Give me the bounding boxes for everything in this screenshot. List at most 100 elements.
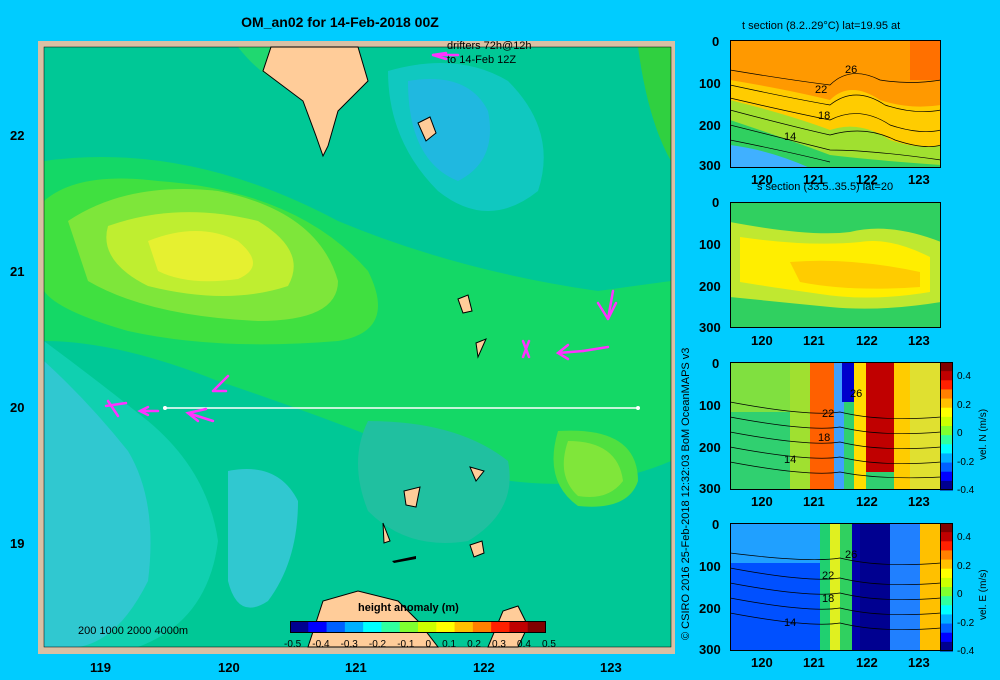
colorbar-swatch xyxy=(418,621,437,633)
colorbar-tick: -0.5 xyxy=(284,639,302,650)
panel-ytick: 0 xyxy=(712,195,720,210)
panel-xtick: 122 xyxy=(856,655,878,670)
velocity-north-section xyxy=(730,362,941,490)
cb-tick: 0.4 xyxy=(957,532,971,543)
colorbar-swatch xyxy=(940,380,953,390)
cb-tick: -0.4 xyxy=(957,646,975,657)
map-ytick: 20 xyxy=(10,400,25,415)
colorbar-swatch xyxy=(940,614,953,625)
map-ytick: 19 xyxy=(10,536,25,551)
cb-tick: 0 xyxy=(957,428,963,439)
panel-xtick: 120 xyxy=(751,494,773,509)
colorbar-swatch xyxy=(940,605,953,615)
colorbar-swatch xyxy=(940,371,953,381)
colorbar-tick: -0.2 xyxy=(368,639,387,650)
panel-ytick: 300 xyxy=(699,481,721,496)
panel-xtick: 123 xyxy=(908,172,930,187)
panel-ytick: 200 xyxy=(699,279,721,294)
map-area[interactable] xyxy=(38,41,675,654)
colorbar-swatch xyxy=(527,621,546,633)
contour-label: 26 xyxy=(850,388,863,400)
colorbar-swatch xyxy=(940,416,953,427)
panel-xtick: 121 xyxy=(803,655,825,670)
panel-xtick: 121 xyxy=(803,333,825,348)
colorbar-swatch xyxy=(940,444,953,454)
panel-ytick: 300 xyxy=(699,642,721,657)
colorbar-swatch xyxy=(436,621,456,633)
panel-ytick: 100 xyxy=(699,398,721,413)
map-ytick: 21 xyxy=(10,264,25,279)
cb-tick: 0.4 xyxy=(957,371,971,382)
colorbar-tick: 0 xyxy=(425,639,432,650)
colorbar-swatch xyxy=(344,621,364,633)
colorbar-tick: 0.5 xyxy=(541,639,556,650)
colorbar-swatch xyxy=(940,577,953,588)
drifters-legend-line1: drifters 72h@12h xyxy=(447,40,532,52)
contour-label: 22 xyxy=(815,84,828,96)
colorbar-swatch xyxy=(940,453,953,464)
panel-ytick: 0 xyxy=(712,517,720,532)
cb-tick: 0.2 xyxy=(957,561,971,572)
colorbar-swatch xyxy=(940,568,953,579)
contour-label: 18 xyxy=(818,432,831,444)
colorbar-swatch xyxy=(940,587,953,597)
cb-tick: -0.4 xyxy=(957,485,975,496)
panel-ytick: 200 xyxy=(699,118,721,133)
panel-xtick: 123 xyxy=(908,655,930,670)
colorbar-swatch xyxy=(940,407,953,418)
panel-ytick: 100 xyxy=(699,237,721,252)
cb-label-north: vel. N (m/s) xyxy=(978,408,989,460)
colorbar-tick: -0.4 xyxy=(312,639,330,650)
drifters-legend-line2: to 14-Feb 12Z xyxy=(447,54,517,66)
map-xtick: 122 xyxy=(473,660,495,675)
colorbar-swatch xyxy=(454,621,474,633)
cb-tick: 0 xyxy=(957,589,963,600)
contour-label: 22 xyxy=(822,570,835,582)
contour-label: 22 xyxy=(822,408,835,420)
colorbar-swatch xyxy=(940,596,953,606)
colorbar-swatch xyxy=(509,621,529,633)
colorbar-tick: 0.4 xyxy=(517,639,531,650)
height-anomaly-map xyxy=(43,46,672,648)
panel-ytick: 300 xyxy=(699,158,721,173)
colorbar-swatch xyxy=(940,532,953,542)
panel-ytick: 200 xyxy=(699,440,721,455)
map-title: OM_an02 for 14-Feb-2018 00Z xyxy=(241,14,439,30)
map-xtick: 119 xyxy=(90,660,111,675)
salinity-section xyxy=(730,202,941,328)
colorbar-swatch xyxy=(308,621,328,633)
contour-label: 18 xyxy=(818,110,831,122)
cb-tick: -0.2 xyxy=(957,457,975,468)
panel-xtick: 123 xyxy=(908,494,930,509)
colorbar-tick: 0.3 xyxy=(492,639,506,650)
panel-ytick: 100 xyxy=(699,76,721,91)
panel-xtick: 121 xyxy=(803,172,825,187)
colorbar-swatch xyxy=(940,389,953,400)
colorbar-swatch xyxy=(940,471,953,482)
colorbar-tick: -0.3 xyxy=(340,639,358,650)
colorbar-swatch xyxy=(363,621,382,633)
velocity-east-section xyxy=(730,523,941,651)
colorbar-swatch xyxy=(491,621,510,633)
colorbar-swatch xyxy=(940,550,953,561)
colorbar-swatch xyxy=(940,398,953,409)
depth-legend: 200 1000 2000 4000m xyxy=(78,625,189,637)
colorbar-swatch xyxy=(940,623,953,634)
contour-label: 18 xyxy=(822,593,835,605)
cb-tick: 0.2 xyxy=(957,400,971,411)
height-colorbar xyxy=(290,621,546,633)
temperature-section xyxy=(730,40,941,168)
panel-ytick: 300 xyxy=(699,320,721,335)
velocity-north-colorbar xyxy=(940,362,953,491)
velocity-east-colorbar xyxy=(940,523,953,652)
cb-label-east: vel. E (m/s) xyxy=(978,569,989,620)
contour-label: 26 xyxy=(845,64,858,76)
panel-xtick: 120 xyxy=(751,333,773,348)
colorbar-swatch xyxy=(326,621,346,633)
colorbar-swatch xyxy=(940,523,953,533)
colorbar-ticks: -0.5 -0.4 -0.3 -0.2 -0.1 0 0.1 0.2 0.3 0… xyxy=(284,639,556,653)
panel-ytick: 100 xyxy=(699,559,721,574)
map-xtick: 120 xyxy=(218,660,240,675)
panel-xtick: 122 xyxy=(856,333,878,348)
map-ytick: 22 xyxy=(10,128,25,143)
